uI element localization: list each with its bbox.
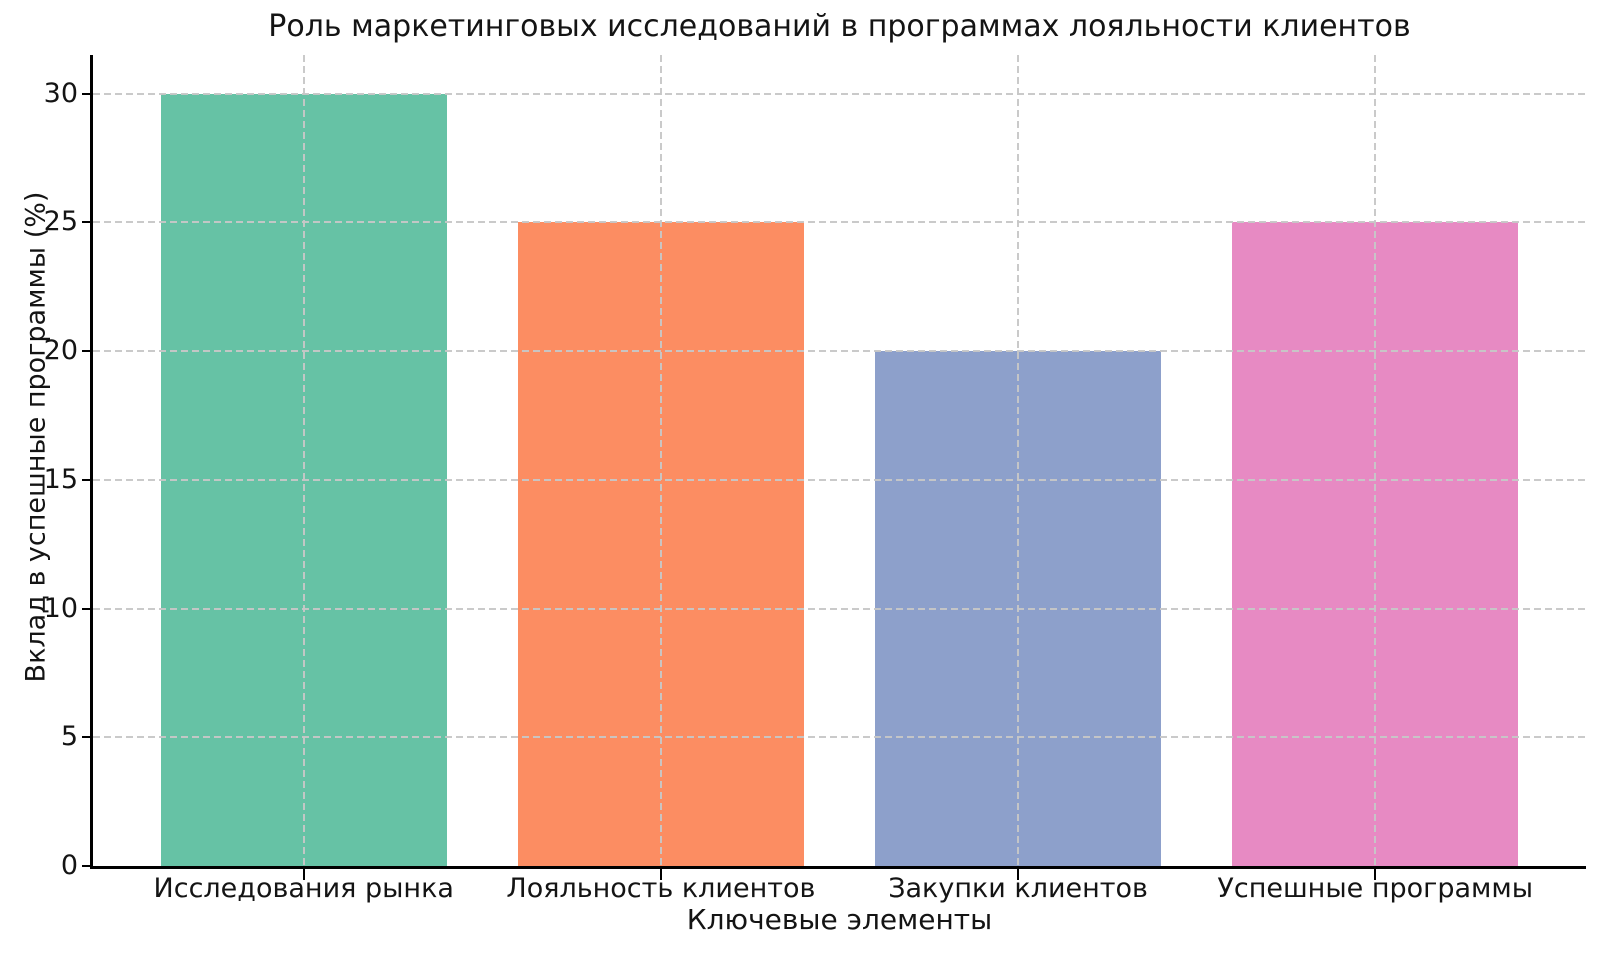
gridline-vertical	[1374, 55, 1377, 866]
y-tick-label: 20	[43, 335, 78, 367]
y-tick-mark	[82, 221, 93, 224]
gridline-vertical	[302, 55, 305, 866]
y-tick-label: 30	[43, 77, 78, 109]
gridline-horizontal	[93, 92, 1586, 95]
gridline-horizontal	[93, 736, 1586, 739]
y-tick-label: 25	[43, 206, 78, 238]
y-tick-mark	[82, 607, 93, 610]
x-tick-mark	[302, 869, 305, 880]
x-axis-spine	[90, 866, 1586, 869]
x-tick-label: Успешные программы	[1217, 873, 1534, 904]
y-tick-mark	[82, 865, 93, 867]
y-tick-mark	[82, 92, 93, 95]
y-tick-mark	[82, 478, 93, 481]
chart-title: Роль маркетинговых исследований в програ…	[268, 9, 1411, 44]
x-tick-mark	[659, 869, 662, 880]
x-tick-label: Закупки клиентов	[888, 873, 1148, 904]
x-tick-label: Исследования рынка	[153, 873, 454, 904]
gridline-horizontal	[93, 607, 1586, 610]
y-tick-mark	[82, 736, 93, 739]
gridline-horizontal	[93, 221, 1586, 224]
gridline-horizontal	[93, 350, 1586, 353]
y-tick-label: 15	[43, 463, 78, 495]
y-tick-label: 0	[60, 850, 78, 881]
x-tick-mark	[1017, 869, 1020, 880]
x-axis-label: Ключевые элементы	[686, 903, 993, 936]
y-axis-spine	[90, 55, 93, 869]
gridline-vertical	[1017, 55, 1020, 866]
x-tick-mark	[1374, 869, 1377, 880]
y-tick-label: 10	[43, 592, 78, 624]
y-tick-label: 5	[60, 721, 78, 753]
gridline-vertical	[659, 55, 662, 866]
gridline-horizontal	[93, 478, 1586, 481]
y-tick-mark	[82, 350, 93, 353]
x-tick-label: Лояльность клиентов	[506, 873, 816, 904]
